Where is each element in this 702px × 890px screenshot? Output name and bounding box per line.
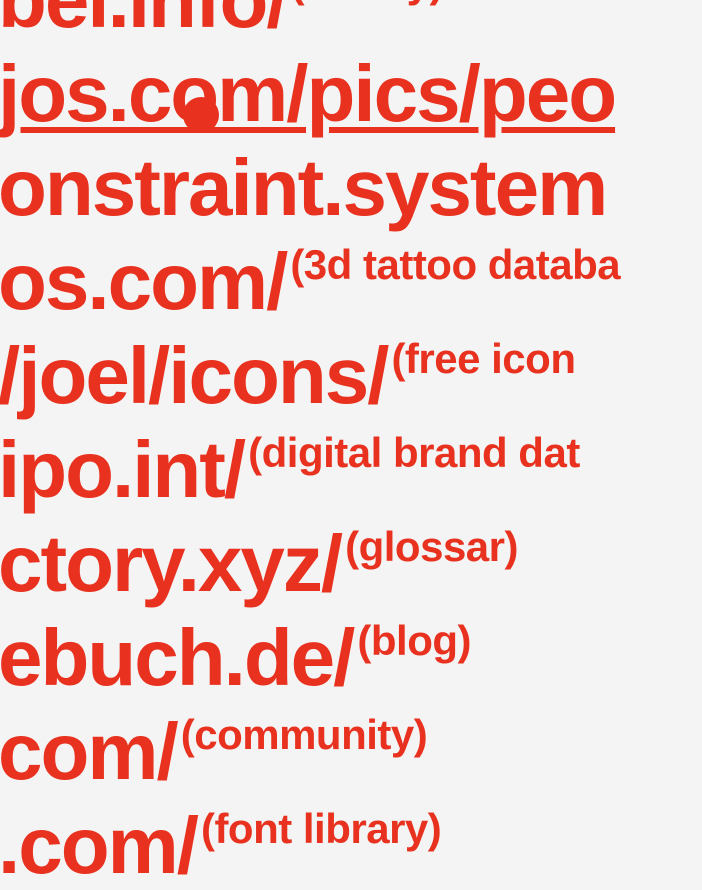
link[interactable]: com/(community) (0, 711, 428, 792)
link-note: (glossar) (345, 523, 518, 570)
link-text: ctory.xyz/ (0, 519, 343, 608)
link-text: .com/ (0, 801, 199, 890)
link-text: /joel/icons/ (0, 331, 389, 420)
link-note: (3d tattoo databa (290, 241, 621, 288)
link-note: (digital brand dat (248, 429, 580, 476)
cursor (183, 97, 219, 133)
link[interactable]: /joel/icons/(free icon (0, 335, 576, 416)
link-text: bel.info/ (0, 0, 289, 44)
link-text: jos.com/pics/peo (0, 49, 617, 138)
link[interactable]: ebuch.de/(blog) (0, 617, 472, 698)
link-note: (font library) (200, 805, 442, 852)
link[interactable]: onstraint.system (0, 148, 608, 228)
link[interactable]: ipo.int/(digital brand dat (0, 430, 580, 510)
link-note: (community) (180, 711, 428, 758)
link-note: (blog) (357, 617, 472, 664)
link-text: ipo.int/ (0, 425, 246, 514)
link[interactable]: .com/(font library) (0, 805, 442, 886)
link-text: ebuch.de/ (0, 613, 355, 702)
link-text: onstraint.system (0, 143, 608, 232)
link[interactable]: jos.com/pics/peo (0, 54, 617, 134)
link-text: com/ (0, 707, 179, 796)
link[interactable]: os.com/(3d tattoo databa (0, 241, 621, 322)
link-note: (free icon (391, 335, 576, 382)
link-note: (theory) (291, 0, 444, 4)
link[interactable]: ctory.xyz/(glossar) (0, 524, 518, 604)
link[interactable]: bel.info/(theory) (0, 0, 443, 40)
page: bel.info/(theory) jos.com/pics/peo onstrai… (0, 0, 621, 886)
link-text: os.com/ (0, 237, 288, 326)
